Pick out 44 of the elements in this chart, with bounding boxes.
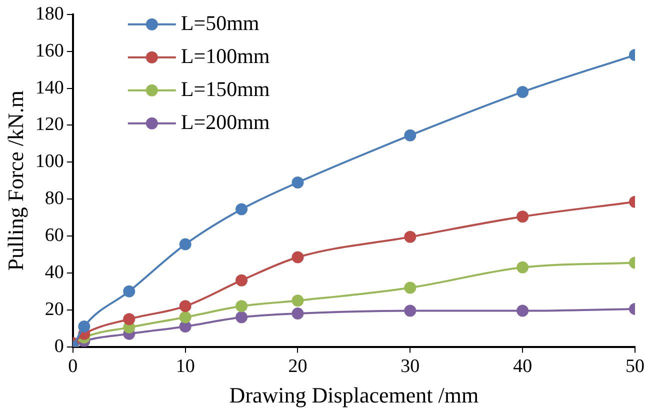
point (236, 300, 248, 312)
point (404, 282, 416, 294)
point (236, 274, 248, 286)
y-tick-label: 20 (44, 298, 64, 320)
point (236, 203, 248, 216)
point (179, 311, 192, 324)
y-axis-title: Pulling Force /kN.m (2, 90, 28, 271)
x-tick-label: 30 (400, 356, 420, 378)
y-tick-label: 0 (54, 336, 64, 357)
x-axis-title: Drawing Displacement /mm (229, 382, 479, 408)
point (404, 230, 416, 243)
point (516, 86, 529, 98)
y-tick-label: 80 (44, 188, 64, 210)
legend-label: L=150mm (180, 76, 270, 101)
point (292, 176, 304, 188)
y-tick-label: 120 (35, 114, 64, 136)
legend-label: L=200mm (180, 110, 270, 134)
legend-label: L=50mm (180, 10, 260, 35)
point (516, 210, 529, 223)
point (516, 261, 529, 274)
y-tick-label: 160 (35, 40, 64, 62)
x-tick-label: 20 (288, 356, 308, 378)
point (404, 129, 416, 142)
y-tick-label: 100 (35, 151, 64, 172)
y-tick-label: 180 (35, 3, 64, 24)
point (123, 285, 136, 298)
y-tick-label: 140 (35, 77, 64, 98)
point (123, 313, 136, 326)
point (292, 308, 304, 320)
x-tick-label: 40 (513, 356, 532, 378)
y-tick-label: 40 (44, 262, 64, 283)
x-tick-label: 50 (626, 356, 644, 378)
point (516, 304, 529, 317)
legend-label: L=100mm (180, 44, 270, 68)
point (179, 300, 192, 312)
point (292, 294, 304, 307)
point (404, 304, 416, 317)
x-tick-label: 0 (68, 356, 78, 378)
x-tick-label: 10 (176, 356, 195, 378)
point (292, 251, 304, 264)
point (78, 320, 90, 332)
point (179, 238, 192, 250)
y-tick-label: 60 (44, 224, 64, 246)
point (236, 311, 248, 324)
